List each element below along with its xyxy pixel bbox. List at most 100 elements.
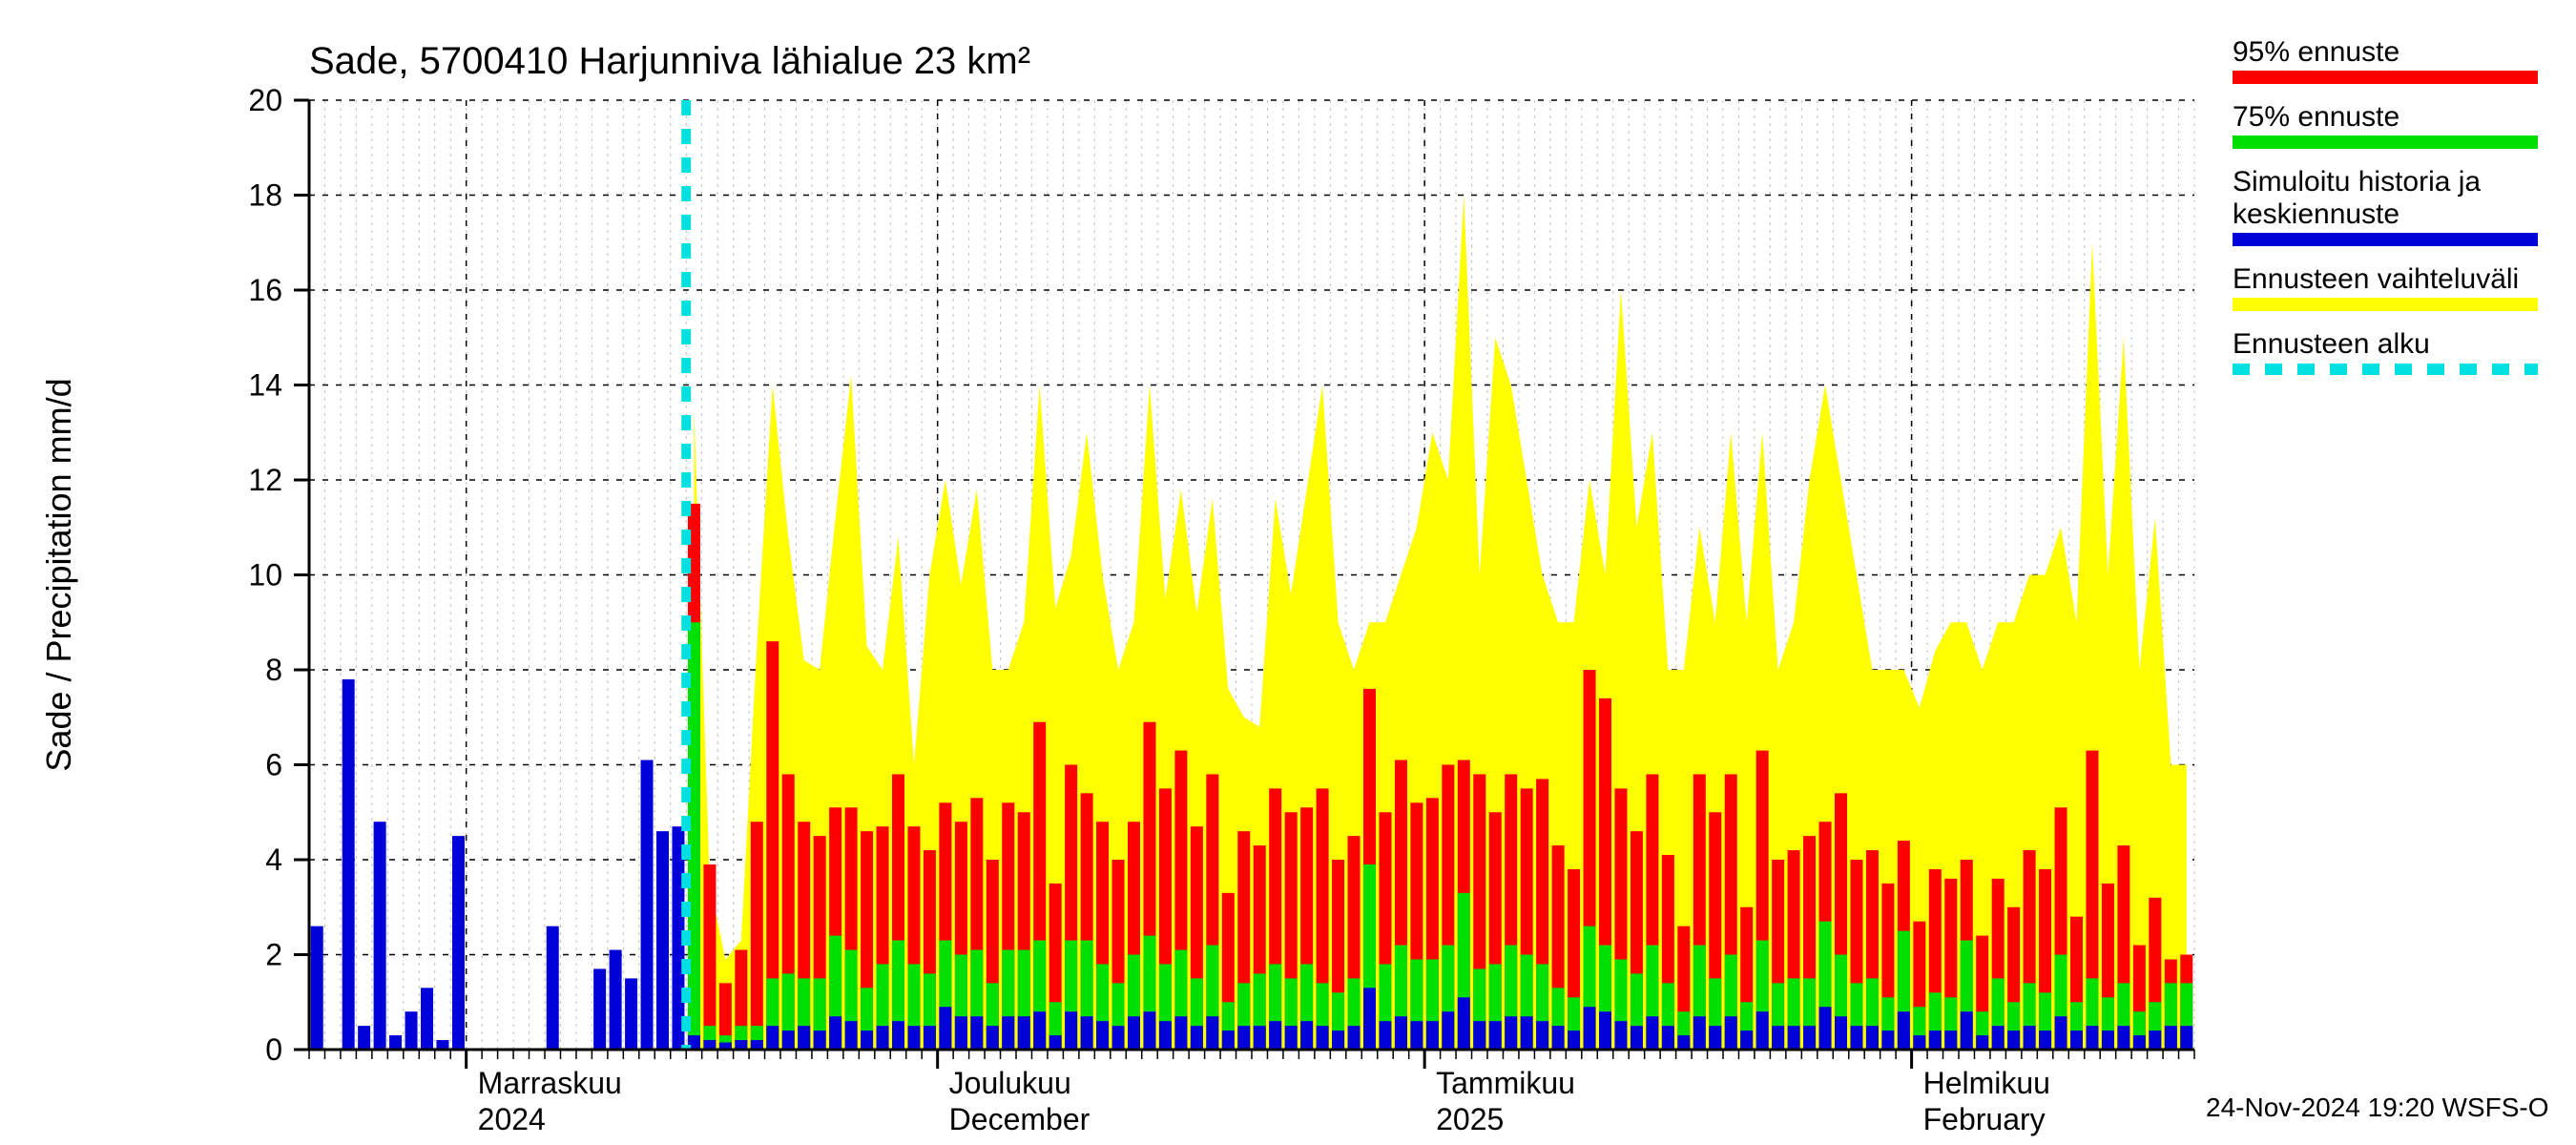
median-bar <box>877 1026 889 1050</box>
median-bar <box>1285 1026 1298 1050</box>
history-bar <box>374 822 386 1050</box>
median-bar <box>1521 1016 1533 1050</box>
median-bar <box>2024 1026 2036 1050</box>
median-bar <box>766 1026 779 1050</box>
median-bar <box>1317 1026 1329 1050</box>
history-bar <box>452 836 465 1050</box>
median-bar <box>1033 1011 1046 1050</box>
median-bar <box>1002 1016 1014 1050</box>
median-bar <box>1850 1026 1862 1050</box>
history-bar <box>610 950 622 1050</box>
median-bar <box>1410 1021 1423 1050</box>
median-bar <box>1505 1016 1517 1050</box>
median-bar <box>924 1026 936 1050</box>
median-bar <box>1363 988 1376 1050</box>
median-bar <box>1788 1026 1800 1050</box>
legend-label: Simuloitu historia ja <box>2233 166 2481 198</box>
month-year-label: 2024 <box>478 1102 546 1136</box>
median-bar <box>1835 1016 1847 1050</box>
median-bar <box>1442 1011 1454 1050</box>
legend-swatch <box>2233 298 2538 311</box>
y-tick-label: 14 <box>248 368 282 403</box>
median-bar <box>1929 1030 1942 1050</box>
median-bar <box>1536 1021 1548 1050</box>
median-bar <box>1584 1007 1596 1050</box>
median-bar <box>2165 1026 2177 1050</box>
median-bar <box>829 1016 841 1050</box>
median-bar <box>1128 1016 1140 1050</box>
median-bar <box>1961 1011 1973 1050</box>
y-tick-label: 20 <box>248 83 282 117</box>
legend-swatch <box>2233 135 2538 149</box>
chart-title: Sade, 5700410 Harjunniva lähialue 23 km² <box>309 40 1030 82</box>
y-axis-label: Sade / Precipitation mm/d <box>39 378 78 771</box>
median-bar <box>1913 1035 1925 1050</box>
median-bar <box>907 1026 920 1050</box>
legend-label: Ennusteen vaihteluväli <box>2233 263 2519 295</box>
y-tick-label: 12 <box>248 463 282 497</box>
median-bar <box>1631 1026 1643 1050</box>
median-bar <box>1772 1026 1784 1050</box>
median-bar <box>1018 1016 1030 1050</box>
legend-label: 95% ennuste <box>2233 36 2399 68</box>
median-bar <box>1740 1030 1753 1050</box>
median-bar <box>2007 1030 2020 1050</box>
footer-timestamp: 24-Nov-2024 19:20 WSFS-O <box>2206 1093 2549 1122</box>
median-bar <box>1677 1035 1690 1050</box>
median-bar <box>1881 1030 1894 1050</box>
month-label: Tammikuu <box>1436 1066 1575 1100</box>
legend-swatch <box>2233 71 2538 84</box>
median-bar <box>814 1030 826 1050</box>
median-bar <box>1756 1011 1769 1050</box>
y-tick-label: 0 <box>265 1032 282 1067</box>
median-bar <box>1300 1021 1313 1050</box>
history-bar <box>625 978 637 1050</box>
median-bar <box>2149 1030 2161 1050</box>
median-bar <box>1143 1011 1155 1050</box>
history-bar <box>593 968 606 1050</box>
p95-bar <box>703 864 716 1050</box>
precipitation-chart: 02468101214161820Marraskuu2024JoulukuuDe… <box>0 0 2576 1145</box>
median-bar <box>1379 1021 1391 1050</box>
median-bar <box>1992 1026 2005 1050</box>
history-bar <box>358 1026 370 1050</box>
history-bar <box>389 1035 402 1050</box>
y-tick-label: 16 <box>248 273 282 307</box>
median-bar <box>2117 1026 2129 1050</box>
history-bar <box>641 760 654 1050</box>
median-bar <box>2039 1030 2051 1050</box>
median-bar <box>1568 1030 1580 1050</box>
y-tick-label: 2 <box>265 938 282 972</box>
month-label: Marraskuu <box>478 1066 622 1100</box>
legend-swatch <box>2233 233 2538 246</box>
legend-label: keskiennuste <box>2233 198 2399 230</box>
median-bar <box>1898 1011 1910 1050</box>
y-tick-label: 10 <box>248 558 282 593</box>
p95-bar <box>751 822 763 1050</box>
legend-label: Ennusteen alku <box>2233 328 2430 360</box>
y-tick-label: 8 <box>265 653 282 687</box>
median-bar <box>1222 1030 1235 1050</box>
median-bar <box>1174 1016 1187 1050</box>
median-bar <box>1112 1026 1125 1050</box>
y-tick-label: 18 <box>248 178 282 213</box>
median-bar <box>1395 1016 1407 1050</box>
median-bar <box>1332 1030 1344 1050</box>
median-bar <box>1348 1026 1361 1050</box>
history-bar <box>405 1011 418 1050</box>
history-bar <box>343 679 355 1050</box>
median-bar <box>1065 1011 1077 1050</box>
median-bar <box>845 1021 858 1050</box>
median-bar <box>1693 1016 1706 1050</box>
median-bar <box>1662 1026 1674 1050</box>
median-bar <box>1944 1030 1957 1050</box>
median-bar <box>1096 1021 1109 1050</box>
history-bar <box>311 926 323 1050</box>
history-bar <box>656 831 669 1050</box>
median-bar <box>1206 1016 1218 1050</box>
median-bar <box>1159 1021 1172 1050</box>
month-year-label: December <box>949 1102 1091 1136</box>
median-bar <box>1725 1016 1737 1050</box>
month-label: Joulukuu <box>949 1066 1071 1100</box>
median-bar <box>892 1021 904 1050</box>
